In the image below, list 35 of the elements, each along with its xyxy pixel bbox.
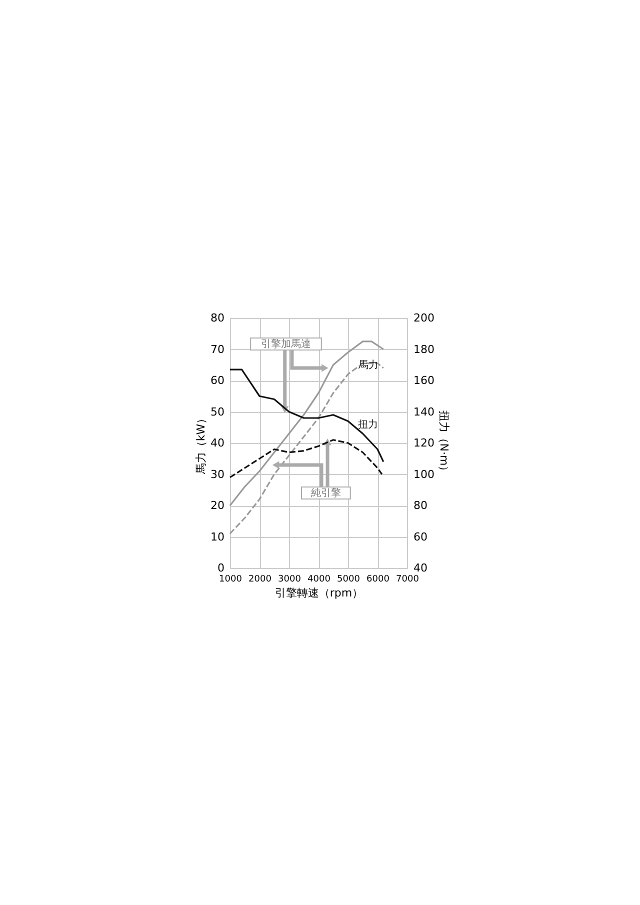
y-tick-label: 80 xyxy=(210,312,224,324)
line-series xyxy=(229,368,384,463)
annotation: 扭力 xyxy=(358,418,378,430)
y-tick-label: 40 xyxy=(210,436,224,450)
y2-tick-label: 140 xyxy=(414,405,434,418)
line-series xyxy=(229,340,384,506)
y-axis-title: 馬力（kW） xyxy=(194,412,208,476)
y2-axis-title: 扭力（N·m） xyxy=(437,410,450,477)
x-tick-label: 2000 xyxy=(248,574,272,584)
y-tick-label: 20 xyxy=(210,499,224,512)
x-tick-label: 6000 xyxy=(366,574,390,584)
y2-tick-label: 200 xyxy=(414,312,434,324)
y-tick-label: 0 xyxy=(218,562,224,574)
y2-tick-label: 100 xyxy=(414,468,434,481)
x-tick-label: 3000 xyxy=(278,574,302,584)
annotation: 純引擎 xyxy=(310,487,341,499)
y2-tick-label: 180 xyxy=(414,342,434,356)
y-tick-label: 70 xyxy=(210,342,224,356)
y2-tick-label: 160 xyxy=(414,374,434,387)
y-tick-label: 30 xyxy=(210,468,224,481)
x-tick-label: 5000 xyxy=(337,574,360,584)
line-series xyxy=(229,439,383,478)
annotation: 馬力 xyxy=(358,358,379,371)
x-tick-label: 4000 xyxy=(308,574,331,584)
annotation: 引擎加馬達 xyxy=(260,338,311,350)
x-tick-label: 7000 xyxy=(396,574,420,584)
y-tick-label: 50 xyxy=(210,405,224,418)
x-tick-label: 1000 xyxy=(219,574,242,584)
y-tick-label: 60 xyxy=(210,374,224,387)
y2-tick-label: 40 xyxy=(414,562,428,574)
y2-tick-label: 80 xyxy=(414,499,428,512)
y-tick-label: 10 xyxy=(210,530,224,544)
y2-tick-label: 120 xyxy=(414,436,434,450)
y2-tick-label: 60 xyxy=(414,530,428,544)
x-axis-title: 引擎轉速（rpm） xyxy=(274,586,364,600)
